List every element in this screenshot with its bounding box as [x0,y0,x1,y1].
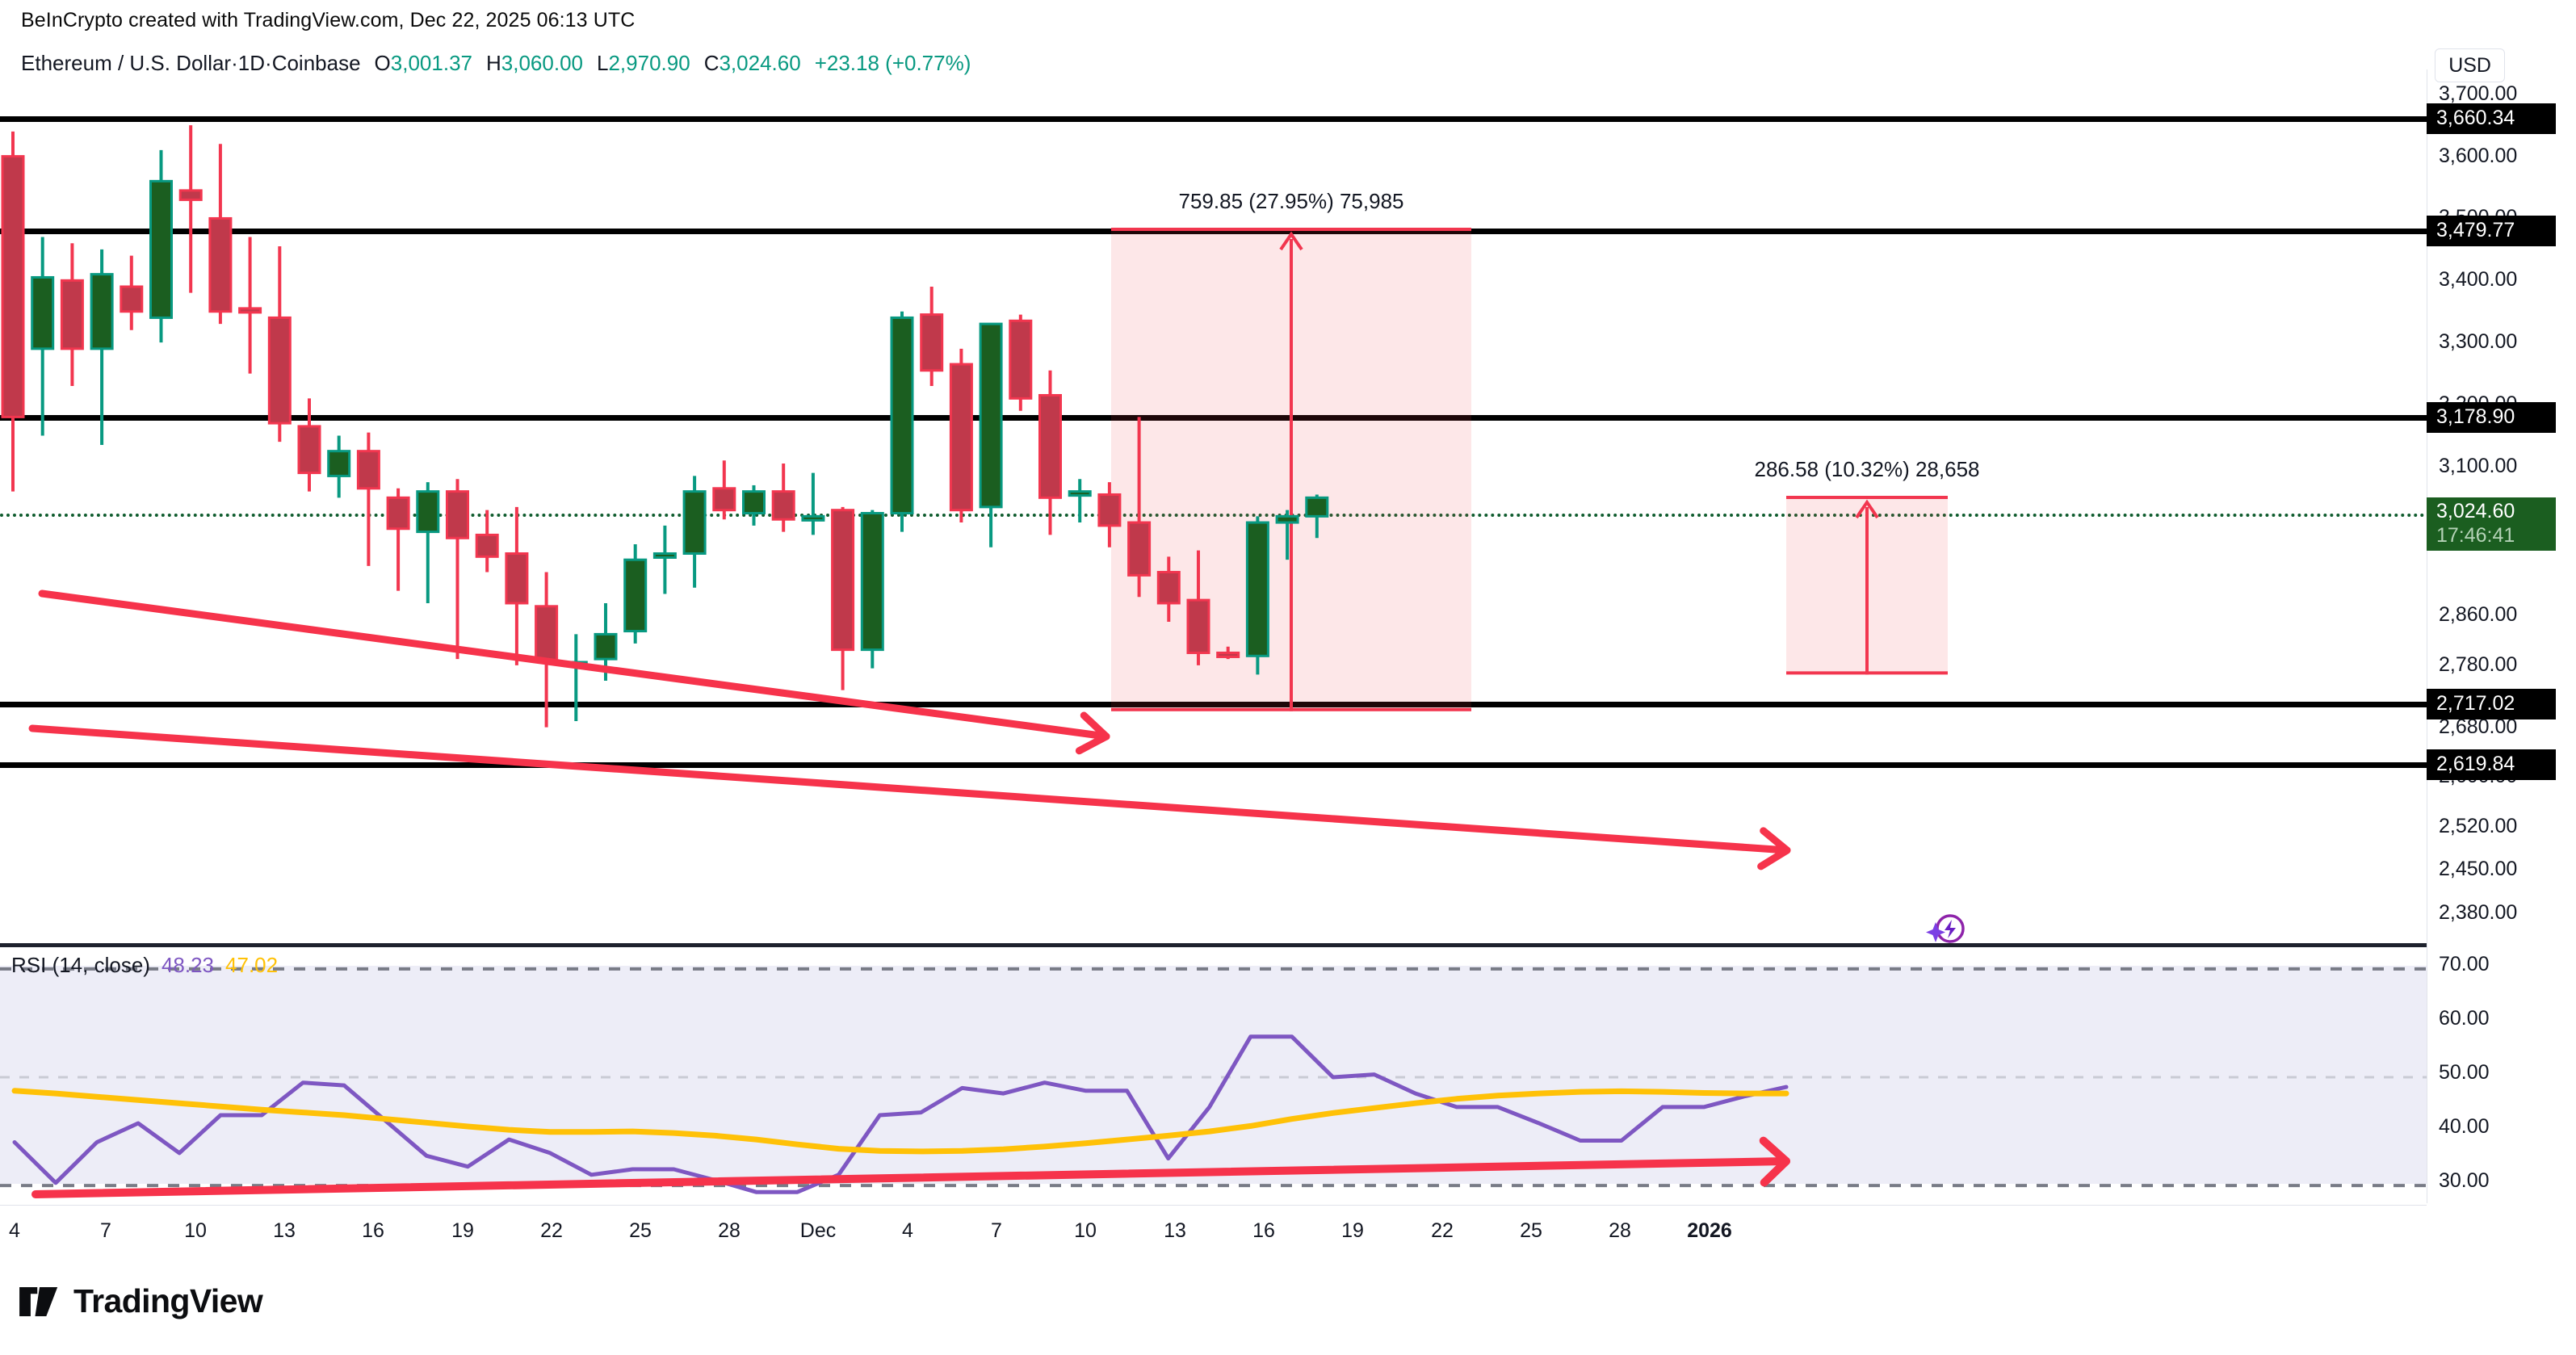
measure-box-1-label: 759.85 (27.95%) 75,985 [1178,188,1404,213]
time-axis-tick: 4 [9,1219,20,1242]
price-axis-tick: 3,100.00 [2439,454,2518,477]
attribution-text: BeInCrypto created with TradingView.com,… [21,9,636,31]
time-axis-tick: 16 [362,1219,384,1242]
price-axis-tick: 3,300.00 [2439,330,2518,354]
last-price-line [0,513,2427,517]
time-axis-tick: 25 [629,1219,652,1242]
time-axis-tick: 28 [718,1219,740,1242]
price-axis[interactable] [2427,69,2576,1203]
bar-countdown: 17:46:41 [2436,523,2515,547]
rsi-axis-tick: 40.00 [2439,1115,2490,1139]
legend-separator-2: · [265,51,272,75]
rsi-axis-tick: 70.00 [2439,952,2490,975]
time-axis-tick: 16 [1252,1219,1275,1242]
last-price-label[interactable]: 3,024.60 17:46:41 [2427,497,2556,551]
price-axis-level-label[interactable]: 3,178.90 [2427,402,2556,434]
price-axis-tick: 3,700.00 [2439,82,2518,105]
time-axis-tick: 7 [991,1219,1002,1242]
price-axis-tick: 3,400.00 [2439,268,2518,292]
time-axis-tick: 13 [273,1219,296,1242]
tradingview-mark-icon [19,1286,58,1316]
price-axis-level-label[interactable]: 2,619.84 [2427,749,2556,780]
tradingview-wordmark: TradingView [73,1282,263,1319]
candlestick-series[interactable] [0,69,2427,938]
time-axis-tick: 10 [1074,1219,1097,1242]
price-axis-tick: 2,380.00 [2439,901,2518,925]
price-axis-tick: 2,450.00 [2439,858,2518,881]
time-axis-tick: 7 [100,1219,111,1242]
legend-close-value: 3,024.60 [719,51,801,75]
time-axis-tick: 2026 [1687,1219,1732,1242]
horizontal-level-line[interactable] [0,229,2427,234]
rsi-background-band [0,966,2427,1184]
price-axis-tick: 2,520.00 [2439,814,2518,837]
legend-high-label: H [486,51,501,75]
measure-box-1-arrow [1111,227,1471,711]
horizontal-level-line[interactable] [0,761,2427,768]
time-axis-tick: 22 [540,1219,563,1242]
rsi-series-group[interactable] [0,947,2427,1203]
time-axis-tick: 19 [451,1219,474,1242]
time-axis-tick: 25 [1520,1219,1542,1242]
time-axis-tick: 4 [902,1219,913,1242]
time-axis-tick: 28 [1609,1219,1631,1242]
legend-interval[interactable]: 1D [237,51,266,75]
time-axis[interactable]: 4 7 10 13 16 19 22 25 28 Dec 4 7 10 13 16 19 22 25 28 2026 [0,1205,2427,1260]
price-axis-tick: 3,600.00 [2439,144,2518,167]
last-price-value: 3,024.60 [2436,499,2515,522]
price-axis-level-label[interactable]: 3,479.77 [2427,216,2556,246]
legend-separator-1: · [231,51,238,75]
legend-symbol[interactable]: Ethereum / U.S. Dollar [21,51,232,75]
rsi-legend-name: RSI (14, close) [11,953,150,977]
legend-high-value: 3,060.00 [501,51,583,75]
rsi-axis-tick: 60.00 [2439,1006,2490,1030]
price-axis-tick: 2,860.00 [2439,603,2518,627]
time-axis-tick: 22 [1431,1219,1454,1242]
price-chart-pane[interactable]: 759.85 (27.95%) 75,985 286.58 (10.32%) 28… [0,69,2427,938]
trendlines-group[interactable] [0,69,2427,938]
time-axis-tick: Dec [799,1219,837,1242]
legend-open-value: 3,001.37 [390,51,472,75]
rsi-legend-ma-value: 47.02 [225,953,279,977]
legend-change: +23.18 (+0.77%) [814,51,971,75]
rsi-axis-tick: 30.00 [2439,1169,2490,1193]
legend-close-label: C [703,51,720,75]
legend-exchange[interactable]: Coinbase [271,51,361,75]
horizontal-level-line[interactable] [0,702,2427,708]
time-axis-tick: 13 [1164,1219,1186,1242]
rsi-axis-tick: 50.00 [2439,1061,2490,1084]
measure-box-2-label: 286.58 (10.32%) 28,658 [1754,457,1980,481]
ai-spark-bolt-icon[interactable] [1925,912,1966,952]
legend-low-value: 2,970.90 [608,51,690,75]
time-axis-tick: 10 [184,1219,207,1242]
price-axis-level-label[interactable]: 2,717.02 [2427,689,2556,720]
horizontal-level-line[interactable] [0,415,2427,422]
currency-badge[interactable]: USD [2435,48,2505,82]
measure-box-2-arrow [1786,496,1948,675]
rsi-chart-pane[interactable] [0,943,2427,1203]
price-axis-tick: 2,780.00 [2439,652,2518,676]
rsi-legend-value: 48.23 [161,953,215,977]
time-axis-tick: 19 [1341,1219,1364,1242]
horizontal-level-line[interactable] [0,116,2427,123]
tradingview-logo[interactable]: TradingView [19,1282,263,1320]
chart-legend[interactable]: Ethereum / U.S. Dollar · 1D · Coinbase O… [21,51,971,76]
price-axis-level-label[interactable]: 3,660.34 [2427,103,2556,135]
legend-open-label: O [374,51,391,75]
rsi-legend[interactable]: RSI (14, close) 48.23 47.02 [11,953,278,978]
legend-low-label: L [597,51,609,75]
